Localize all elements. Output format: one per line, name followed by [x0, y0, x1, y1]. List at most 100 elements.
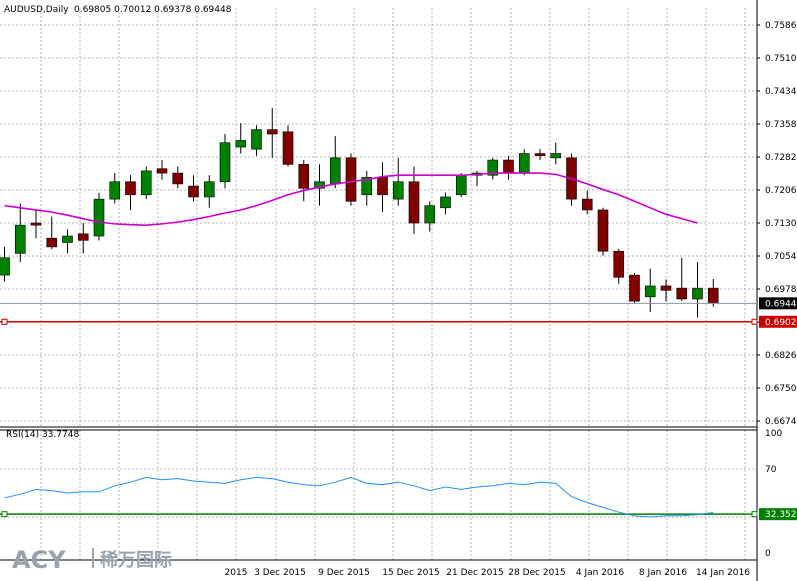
candlestick-series [0, 107, 719, 318]
candle-body [613, 250, 625, 278]
candle [329, 136, 341, 189]
candle-body [455, 174, 467, 196]
candle [503, 155, 514, 180]
time-axis: 2015 3 Dec 2015 9 Dec 2015 15 Dec 2015 21 De… [225, 568, 751, 578]
candle-body [676, 287, 688, 300]
candle-body [550, 153, 562, 159]
candle-body [125, 181, 136, 196]
horizontal-levels [0, 302, 758, 325]
candle-body [298, 164, 310, 189]
candle-body [140, 170, 152, 196]
candle [188, 175, 199, 202]
candle [392, 157, 404, 206]
candle [660, 279, 672, 302]
candle [408, 166, 420, 234]
time-tick-label: 2015 [225, 568, 248, 578]
candle-body [46, 237, 58, 248]
current-price-box [759, 297, 797, 310]
candle-body [534, 153, 546, 156]
candle [156, 160, 168, 180]
candle [140, 166, 152, 200]
candle [77, 223, 89, 254]
candle-body [156, 168, 168, 174]
candle [282, 125, 294, 167]
candle-body [203, 181, 215, 198]
candle [266, 107, 278, 158]
candle [644, 268, 656, 313]
candle [298, 160, 310, 202]
candle [440, 192, 451, 215]
candle [597, 207, 609, 256]
candle [345, 153, 357, 206]
candle-body [518, 153, 530, 174]
candle [14, 203, 26, 263]
current-price-label: 0.69448 [765, 299, 797, 309]
candle-body [329, 157, 341, 185]
candle [219, 133, 231, 189]
candle-body [629, 274, 640, 302]
candle-body [361, 177, 373, 196]
candle-body [581, 198, 593, 211]
candle [550, 142, 562, 165]
candle-body [266, 129, 278, 135]
candle [125, 175, 136, 210]
candle-body [62, 235, 73, 243]
chart-symbol-label: AUDUSD,Daily [4, 5, 69, 15]
candle-body [282, 131, 294, 165]
candle-body [14, 224, 26, 254]
candle-body [644, 285, 656, 298]
candle [676, 257, 688, 302]
rsi-tick-label: 0 [765, 549, 771, 559]
level-price-label: 0.69025 [765, 318, 797, 328]
candle [518, 149, 530, 176]
candle [377, 162, 388, 213]
candle [93, 192, 105, 241]
candle [30, 209, 42, 239]
candle [455, 173, 467, 197]
rsi-panel [0, 511, 758, 518]
candle [203, 175, 215, 208]
time-tick-label: 15 Dec 2015 [382, 568, 440, 578]
candle [314, 164, 325, 206]
candle-body [408, 181, 420, 224]
time-tick-label: 3 Dec 2015 [254, 568, 306, 578]
candle [361, 170, 373, 206]
candle [581, 190, 593, 215]
time-tick-label: 28 Dec 2015 [508, 568, 566, 578]
rsi-level-box [759, 508, 797, 521]
candle-body [487, 159, 499, 176]
acy-logo-watermark: ACY 稀万国际 [12, 546, 172, 574]
time-tick-label: 14 Jan 2016 [696, 568, 750, 578]
time-tick-label: 8 Jan 2016 [639, 568, 687, 578]
candle [251, 125, 262, 156]
candle-body [314, 181, 325, 189]
rsi-tick-label: 70 [765, 465, 777, 475]
candle-body [424, 205, 436, 224]
candle [424, 201, 436, 232]
grid [0, 8, 757, 560]
candle-body [503, 159, 514, 174]
candle-body [660, 285, 672, 291]
candle-body [235, 140, 247, 148]
candle-body [109, 181, 121, 200]
candle-body [0, 257, 10, 276]
rsi-line [4, 476, 714, 518]
candle-body [440, 196, 451, 209]
level-handle [1, 511, 8, 518]
candle-body [377, 177, 388, 196]
candle-body [345, 157, 357, 202]
price-panel-frame [0, 0, 758, 581]
candle [692, 262, 703, 318]
